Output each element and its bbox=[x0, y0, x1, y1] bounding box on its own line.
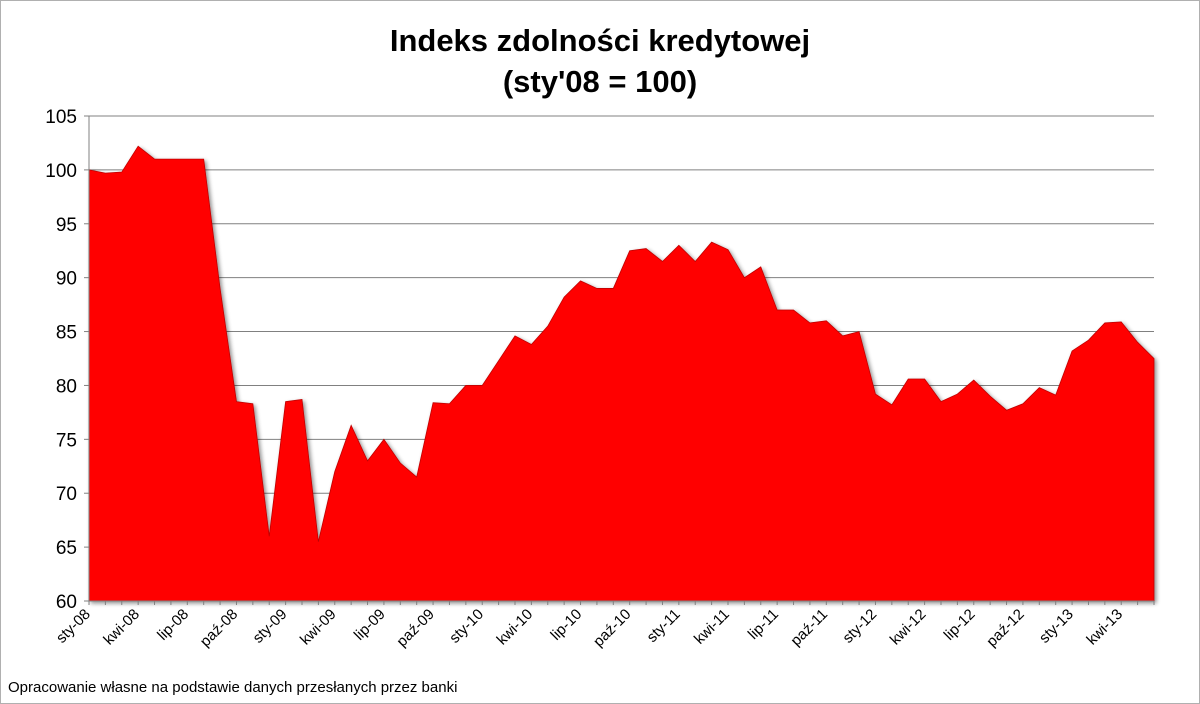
axes bbox=[88, 116, 1154, 602]
y-tick-label: 90 bbox=[56, 269, 77, 290]
x-tick-label: paź-11 bbox=[787, 606, 831, 650]
x-tick-label: lip-10 bbox=[547, 606, 585, 644]
x-tick-label: sty-10 bbox=[446, 606, 487, 647]
x-tick-label: lip-09 bbox=[351, 606, 389, 644]
x-tick-label: paź-12 bbox=[983, 606, 1027, 650]
chart-title: Indeks zdolności kredytowej (sty'08 = 10… bbox=[0, 20, 1200, 102]
x-tick-label: sty-09 bbox=[250, 606, 291, 647]
x-tick-label: kwi-10 bbox=[494, 606, 537, 649]
y-tick-label: 70 bbox=[56, 484, 77, 505]
x-tick-label: kwi-09 bbox=[297, 606, 340, 649]
x-tick-label: lip-11 bbox=[745, 606, 782, 643]
series-area bbox=[88, 145, 1155, 602]
x-tick-label: kwi-11 bbox=[691, 606, 733, 648]
y-tick-label: 95 bbox=[56, 215, 77, 236]
y-tick-label: 100 bbox=[45, 161, 77, 182]
x-tick-label: lip-12 bbox=[941, 606, 979, 644]
x-tick-label: paź-09 bbox=[393, 606, 437, 650]
x-axis-ticks: sty-08 kwi-08 lip-08 paź-08 sty-09 kwi-09 lip-… bbox=[53, 601, 1155, 650]
x-tick-label: kwi-08 bbox=[100, 606, 143, 649]
x-tick-label: sty-11 bbox=[644, 606, 684, 646]
chart-title-line1: Indeks zdolności kredytowej bbox=[389, 23, 811, 58]
y-axis-ticks: 60 65 70 75 80 85 90 95 100 105 bbox=[45, 107, 89, 613]
chart-title-line2: (sty'08 = 100) bbox=[502, 64, 698, 99]
x-tick-label: sty-13 bbox=[1036, 606, 1077, 647]
y-tick-label: 85 bbox=[56, 323, 77, 344]
x-tick-label: paź-10 bbox=[590, 606, 634, 650]
x-tick-label: kwi-12 bbox=[887, 606, 930, 649]
x-tick-label: sty-12 bbox=[839, 606, 880, 647]
x-tick-label: paź-08 bbox=[197, 606, 241, 650]
x-tick-label: kwi-13 bbox=[1083, 606, 1126, 649]
x-tick-label: lip-08 bbox=[154, 606, 192, 644]
y-tick-label: 75 bbox=[56, 430, 77, 451]
y-tick-label: 80 bbox=[56, 376, 77, 397]
y-tick-label: 60 bbox=[56, 592, 77, 613]
source-footnote: Opracowanie własne na podstawie danych p… bbox=[8, 679, 458, 696]
y-tick-label: 105 bbox=[45, 107, 77, 128]
area-layer bbox=[88, 145, 1155, 602]
y-tick-label: 65 bbox=[56, 538, 77, 559]
